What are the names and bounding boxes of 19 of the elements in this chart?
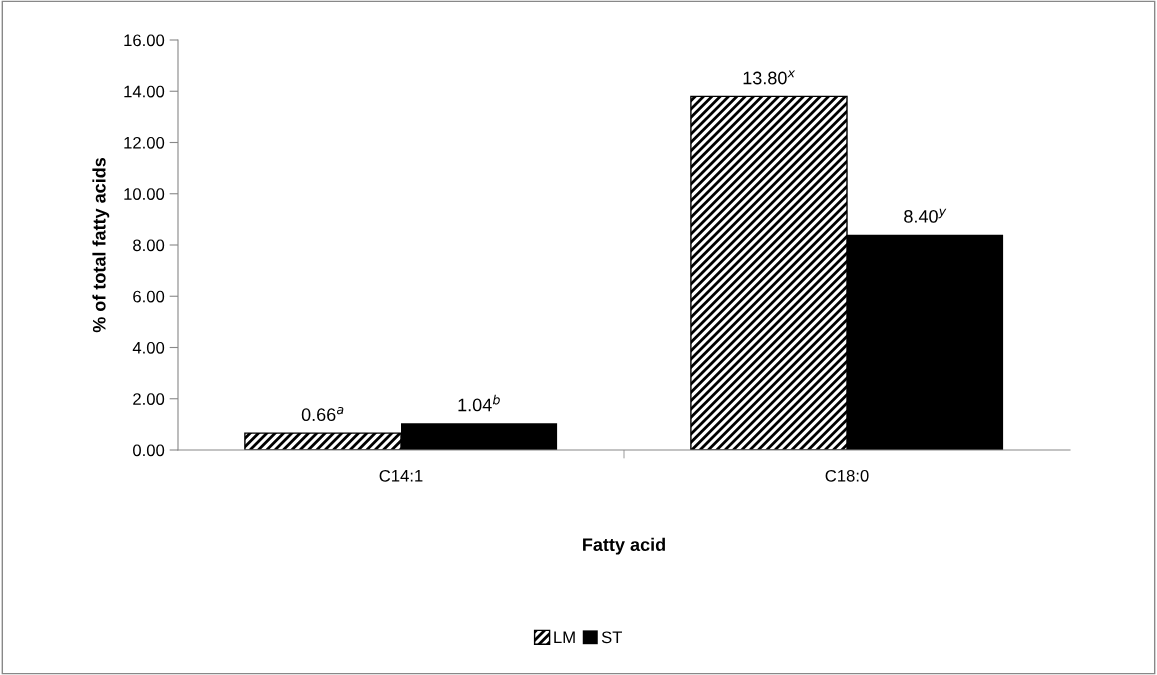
data-label: 13.80$^{x}$ — [743, 70, 796, 85]
data-label: 8.40$^{y}$ — [904, 208, 947, 223]
y-tick-label: 4.00 — [132, 341, 165, 354]
y-tick-label: 12.00 — [124, 136, 165, 149]
data-label: 0.66$^{a}$ — [301, 406, 344, 422]
y-tick-label: 8.00 — [133, 239, 165, 252]
x-tick-label: C18:0 — [825, 469, 869, 482]
y-tick-label: 14.00 — [124, 85, 165, 98]
data-label: 1.04$^{b}$ — [458, 394, 500, 412]
legend-label: LM — [554, 631, 575, 644]
y-tick-label: 10.00 — [124, 188, 165, 200]
x-tick-label: C14:1 — [379, 469, 423, 482]
y-axis-title: % of total fatty acids — [92, 157, 110, 333]
y-tick-label: 0.00 — [133, 444, 165, 457]
y-tick-label: 16.00 — [124, 34, 165, 47]
y-tick-label: 2.00 — [133, 393, 165, 405]
legend-label: ST — [601, 631, 623, 644]
y-tick-label: 6.00 — [133, 290, 165, 303]
x-axis-title: Fatty acid — [583, 537, 665, 555]
